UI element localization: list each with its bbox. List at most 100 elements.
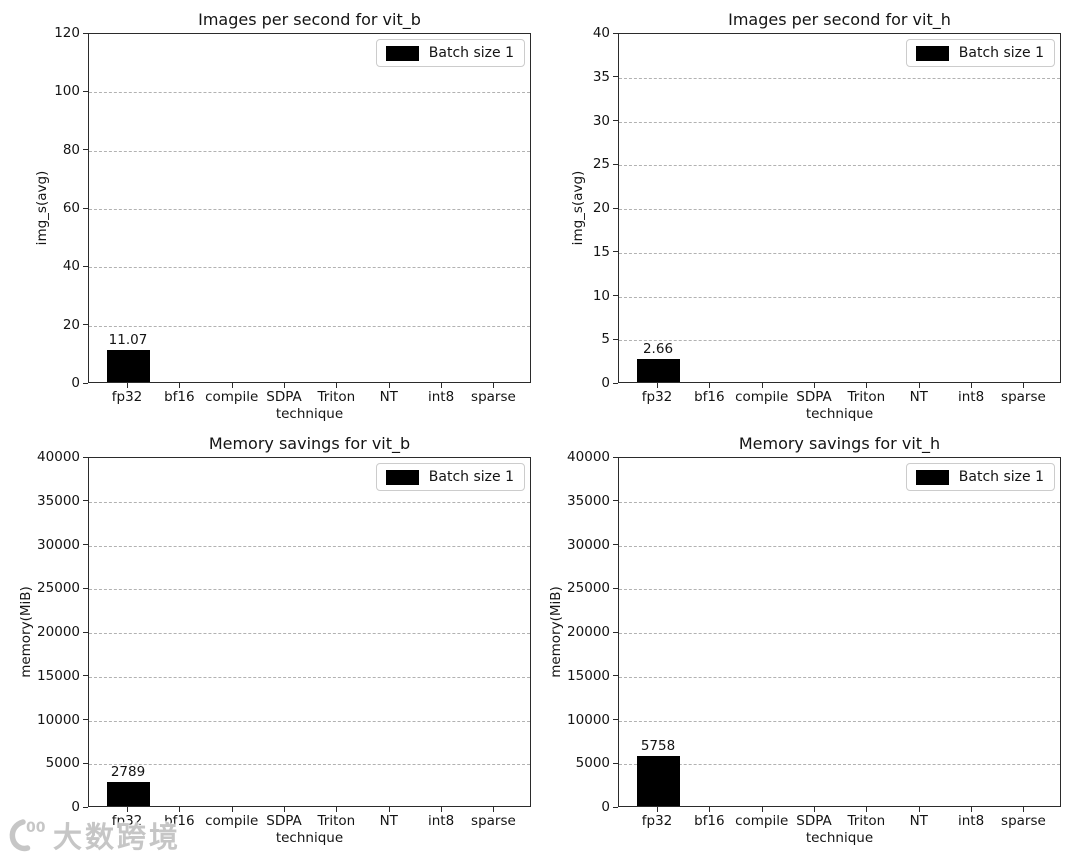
y-tick-label: 40 <box>62 258 80 275</box>
x-tick-mark <box>493 383 495 388</box>
legend: Batch size 1 <box>375 463 525 491</box>
y-tick-mark <box>83 382 88 384</box>
x-tick-mark <box>284 807 286 812</box>
watermark: 00 大数跨境 <box>6 817 181 857</box>
subplot-images-per-second-vit-b: Images per second for vit_b img_s(avg) t… <box>34 10 531 422</box>
y-tick-label: 10 <box>592 287 610 304</box>
gridline <box>89 764 530 766</box>
x-tick-label: fp32 <box>641 389 673 405</box>
gridline <box>619 121 1060 123</box>
y-tick-label: 60 <box>62 200 80 216</box>
chart-title: Memory savings for vit_h <box>738 434 941 453</box>
x-tick-label: int8 <box>957 389 985 405</box>
x-axis-label: technique <box>275 406 344 422</box>
y-tick-mark <box>613 207 618 209</box>
gridline <box>619 501 1060 503</box>
x-tick-mark <box>814 383 816 388</box>
legend-label: Batch size 1 <box>428 45 514 61</box>
x-tick-label: sparse <box>471 389 516 405</box>
plot-area: Batch size 1 2789 <box>88 457 531 807</box>
legend-label: Batch size 1 <box>958 45 1044 61</box>
y-tick-mark <box>83 675 88 677</box>
x-tick-label: SDPA <box>266 813 302 829</box>
y-tick-mark <box>613 32 618 34</box>
x-tick-label: NT <box>909 389 928 405</box>
gridline <box>89 720 530 722</box>
legend: Batch size 1 <box>375 39 525 67</box>
legend: Batch size 1 <box>905 463 1055 491</box>
x-tick-label: sparse <box>1001 389 1046 405</box>
x-tick-label: int8 <box>427 389 455 405</box>
y-tick-mark <box>613 251 618 253</box>
legend-label: Batch size 1 <box>958 469 1044 485</box>
x-tick-mark <box>709 383 711 388</box>
x-tick-label: Triton <box>317 813 356 829</box>
bar-value-label: 2789 <box>110 763 146 780</box>
y-tick-label: 15000 <box>37 667 80 684</box>
legend-swatch <box>385 469 419 485</box>
y-tick-mark <box>83 762 88 764</box>
y-tick-mark <box>613 587 618 589</box>
bar-value-label: 5758 <box>640 737 676 754</box>
gridline <box>89 267 530 269</box>
y-tick-mark <box>613 120 618 121</box>
gridline <box>619 252 1060 254</box>
y-tick-mark <box>83 456 88 458</box>
gridline <box>619 589 1060 591</box>
legend-swatch <box>915 45 949 61</box>
bar <box>106 349 150 382</box>
plot-area: Batch size 1 2.66 <box>618 33 1061 383</box>
y-tick-label: 25000 <box>567 580 610 597</box>
y-tick-mark <box>83 587 88 589</box>
x-tick-label: Triton <box>847 813 886 829</box>
y-tick-label: 35000 <box>567 492 610 509</box>
x-tick-label: int8 <box>957 813 985 829</box>
bar <box>636 358 680 382</box>
y-tick-label: 100 <box>54 83 80 100</box>
y-tick-mark <box>83 544 88 545</box>
y-tick-label: 30000 <box>37 536 80 553</box>
gridline <box>619 676 1060 678</box>
y-tick-label: 0 <box>601 375 610 391</box>
x-tick-mark <box>918 383 920 388</box>
y-tick-mark <box>613 719 618 720</box>
x-tick-mark <box>493 807 495 812</box>
y-tick-label: 120 <box>54 25 80 41</box>
bar-value-label: 11.07 <box>108 331 148 348</box>
y-tick-mark <box>613 76 618 78</box>
watermark-logo-text: 00 <box>26 820 46 836</box>
y-tick-mark <box>83 149 88 151</box>
y-tick-mark <box>613 295 618 296</box>
bar <box>636 755 680 806</box>
x-tick-mark <box>918 807 920 812</box>
subplot-memory-savings-vit-b: Memory savings for vit_b memory(MiB) tec… <box>18 434 531 846</box>
y-tick-label: 80 <box>62 141 80 158</box>
y-tick-mark <box>613 631 618 633</box>
x-tick-mark <box>179 383 181 388</box>
gridline <box>619 720 1060 722</box>
y-tick-label: 20000 <box>567 624 610 640</box>
y-tick-label: 30000 <box>567 536 610 553</box>
gridline <box>619 545 1060 547</box>
x-tick-mark <box>971 807 973 812</box>
y-tick-mark <box>83 207 88 209</box>
gridline <box>89 150 530 152</box>
x-tick-label: sparse <box>1001 813 1046 829</box>
y-tick-mark <box>613 675 618 677</box>
y-tick-label: 0 <box>601 799 610 815</box>
gridline <box>619 209 1060 210</box>
gridline <box>619 77 1060 79</box>
y-tick-label: 10000 <box>37 711 80 728</box>
gridline <box>89 589 530 591</box>
x-tick-label: fp32 <box>111 813 143 829</box>
x-tick-label: SDPA <box>266 389 302 405</box>
x-axis-label: technique <box>275 830 344 846</box>
x-tick-label: SDPA <box>796 389 832 405</box>
x-axis-label: technique <box>805 406 874 422</box>
y-tick-label: 35 <box>592 68 610 85</box>
bar <box>106 781 150 806</box>
y-tick-label: 40 <box>592 25 610 41</box>
legend: Batch size 1 <box>905 39 1055 67</box>
watermark-logo-icon: 00 <box>6 817 50 857</box>
